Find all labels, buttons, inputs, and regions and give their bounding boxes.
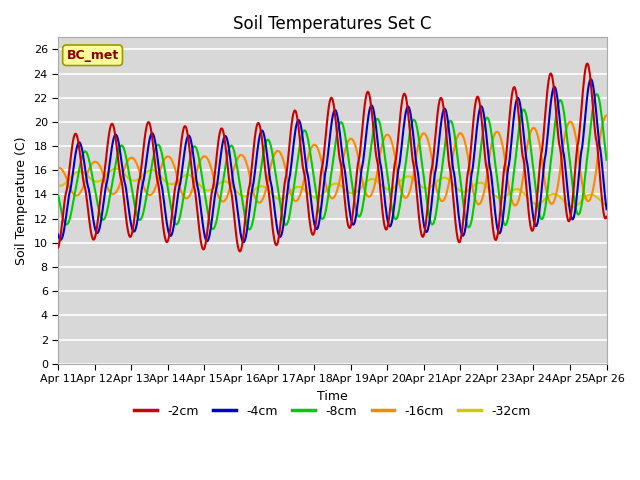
-16cm xyxy=(177,186,184,192)
Title: Soil Temperatures Set C: Soil Temperatures Set C xyxy=(233,15,431,33)
-16cm xyxy=(121,165,129,171)
-2cm xyxy=(584,60,591,66)
-32cm xyxy=(568,204,576,210)
Line: -2cm: -2cm xyxy=(58,63,607,252)
-8cm xyxy=(593,91,600,97)
-4cm xyxy=(587,76,595,82)
-4cm xyxy=(54,232,62,238)
-16cm xyxy=(64,181,72,187)
Legend: -2cm, -4cm, -8cm, -16cm, -32cm: -2cm, -4cm, -8cm, -16cm, -32cm xyxy=(129,400,535,423)
-4cm xyxy=(177,180,184,186)
Line: -32cm: -32cm xyxy=(58,168,607,207)
-16cm xyxy=(54,165,62,171)
-8cm xyxy=(603,157,611,163)
-2cm xyxy=(64,178,72,183)
-4cm xyxy=(603,206,611,212)
-4cm xyxy=(240,240,248,245)
-8cm xyxy=(400,175,408,180)
-32cm xyxy=(206,187,214,193)
Line: -8cm: -8cm xyxy=(58,94,607,229)
-32cm xyxy=(122,172,129,178)
-4cm xyxy=(121,179,129,185)
-2cm xyxy=(177,148,184,154)
-16cm xyxy=(415,140,423,145)
-32cm xyxy=(64,178,72,183)
-8cm xyxy=(54,192,62,198)
-8cm xyxy=(121,148,129,154)
Y-axis label: Soil Temperature (C): Soil Temperature (C) xyxy=(15,136,28,265)
-8cm xyxy=(177,213,184,218)
-2cm xyxy=(236,249,244,254)
Text: BC_met: BC_met xyxy=(67,49,118,62)
-2cm xyxy=(54,245,62,251)
-8cm xyxy=(64,220,72,226)
-8cm xyxy=(205,217,213,223)
-2cm xyxy=(603,214,611,219)
-4cm xyxy=(205,234,213,240)
-16cm xyxy=(603,113,611,119)
-8cm xyxy=(246,227,253,232)
-32cm xyxy=(603,202,611,208)
Line: -4cm: -4cm xyxy=(58,79,607,242)
-16cm xyxy=(399,192,407,198)
-16cm xyxy=(511,203,519,208)
Line: -16cm: -16cm xyxy=(58,116,607,205)
-32cm xyxy=(54,182,62,188)
-32cm xyxy=(400,175,408,181)
-2cm xyxy=(205,211,213,217)
-32cm xyxy=(111,166,119,171)
X-axis label: Time: Time xyxy=(317,390,348,403)
-8cm xyxy=(416,143,424,148)
-2cm xyxy=(416,221,424,227)
-2cm xyxy=(400,91,408,97)
-32cm xyxy=(416,182,424,188)
-4cm xyxy=(416,186,424,192)
-32cm xyxy=(177,175,185,181)
-16cm xyxy=(205,159,213,165)
-4cm xyxy=(64,198,72,204)
-2cm xyxy=(121,202,129,207)
-4cm xyxy=(400,124,408,130)
